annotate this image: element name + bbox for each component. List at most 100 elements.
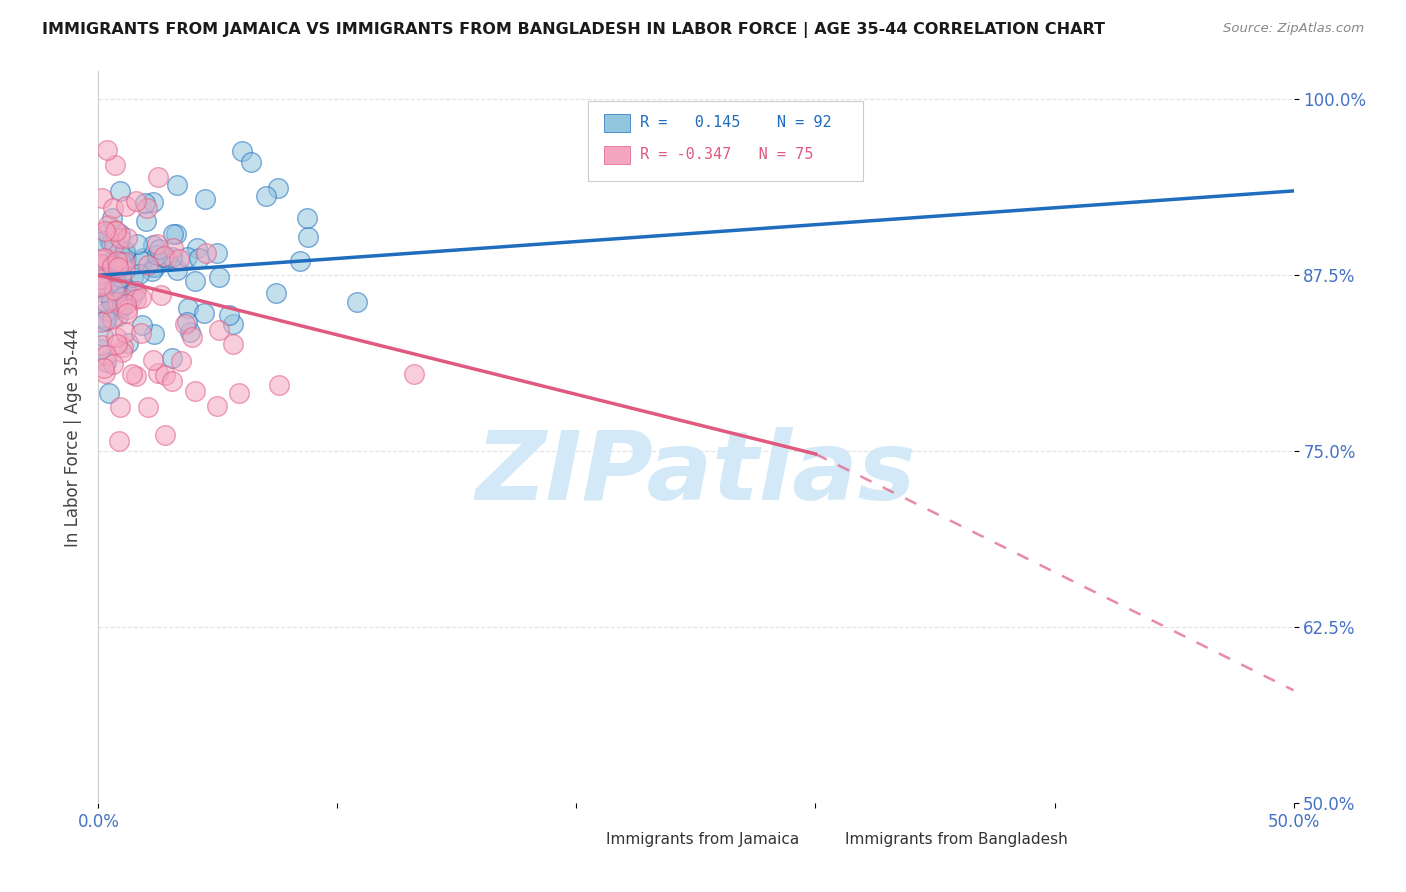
Point [152,250,174,264]
Point [91,234,114,248]
Point [96,304,118,318]
Point [148,366,170,380]
Point [160,251,183,265]
Point [100,256,122,270]
Point [207,245,229,260]
Bar [605,146,630,164]
Point [104,158,127,172]
Point [91,285,114,300]
FancyBboxPatch shape [589,101,863,181]
Point [165,227,187,241]
Point [103,283,125,297]
Point [153,249,176,263]
Point [97,219,120,233]
Point [114,244,136,259]
Point [125,369,148,384]
Point [128,267,150,281]
Y-axis label: In Labor Force | Age 35-44: In Labor Force | Age 35-44 [63,327,82,547]
Point [174,317,197,331]
Point [105,336,128,351]
Point [96,227,118,241]
Point [267,377,290,392]
Point [105,330,128,344]
Point [402,368,425,382]
Point [143,327,166,342]
Point [97,386,120,401]
Point [114,199,136,213]
Text: ZIPatlas: ZIPatlas [475,427,917,520]
Point [131,318,153,332]
Point [94,348,117,362]
Point [135,214,157,228]
Point [156,251,179,265]
Point [100,235,122,250]
Point [142,194,165,209]
Point [146,169,169,184]
Point [160,351,183,365]
Point [105,295,128,310]
Point [170,354,193,368]
Point [115,302,138,317]
Point [169,252,191,267]
Point [94,252,117,266]
Point [134,196,156,211]
Point [93,251,115,265]
Point [101,259,124,273]
Point [153,368,176,382]
Point [111,298,134,312]
Point [101,357,124,371]
Point [222,318,245,332]
Point [94,256,117,270]
Point [142,260,165,274]
Point [100,312,122,326]
Point [90,272,112,286]
Point [94,224,117,238]
Point [129,291,152,305]
Point [90,315,112,329]
Point [107,310,129,324]
Point [136,201,159,215]
Bar [571,838,600,854]
Point [107,260,129,274]
Text: R =   0.145    N = 92: R = 0.145 N = 92 [640,114,831,129]
Point [129,326,152,341]
Point [186,241,208,255]
Point [228,386,250,401]
Point [108,184,131,198]
Point [146,236,169,251]
Text: IMMIGRANTS FROM JAMAICA VS IMMIGRANTS FROM BANGLADESH IN LABOR FORCE | AGE 35-44: IMMIGRANTS FROM JAMAICA VS IMMIGRANTS FR… [42,22,1105,38]
Point [125,194,148,208]
Point [101,292,124,306]
Point [254,188,277,202]
Point [180,330,202,344]
Point [105,253,128,268]
Point [97,233,120,247]
Point [194,192,217,206]
Point [90,279,112,293]
Point [114,262,136,277]
Point [117,306,139,320]
Point [162,227,184,241]
Point [105,224,128,238]
Point [108,227,131,242]
Point [125,236,148,251]
Point [218,309,240,323]
Text: Immigrants from Bangladesh: Immigrants from Bangladesh [845,832,1069,847]
Point [207,399,229,413]
Point [121,368,143,382]
Point [100,294,122,309]
Point [90,268,112,282]
Point [96,295,118,310]
Point [207,269,229,284]
Point [104,223,127,237]
Point [160,374,183,388]
Point [108,434,131,448]
Point [346,295,368,310]
Point [145,248,167,262]
Point [297,230,319,244]
Point [149,288,172,302]
Point [136,400,159,414]
Point [148,243,170,257]
Point [162,241,184,255]
Point [115,296,138,310]
